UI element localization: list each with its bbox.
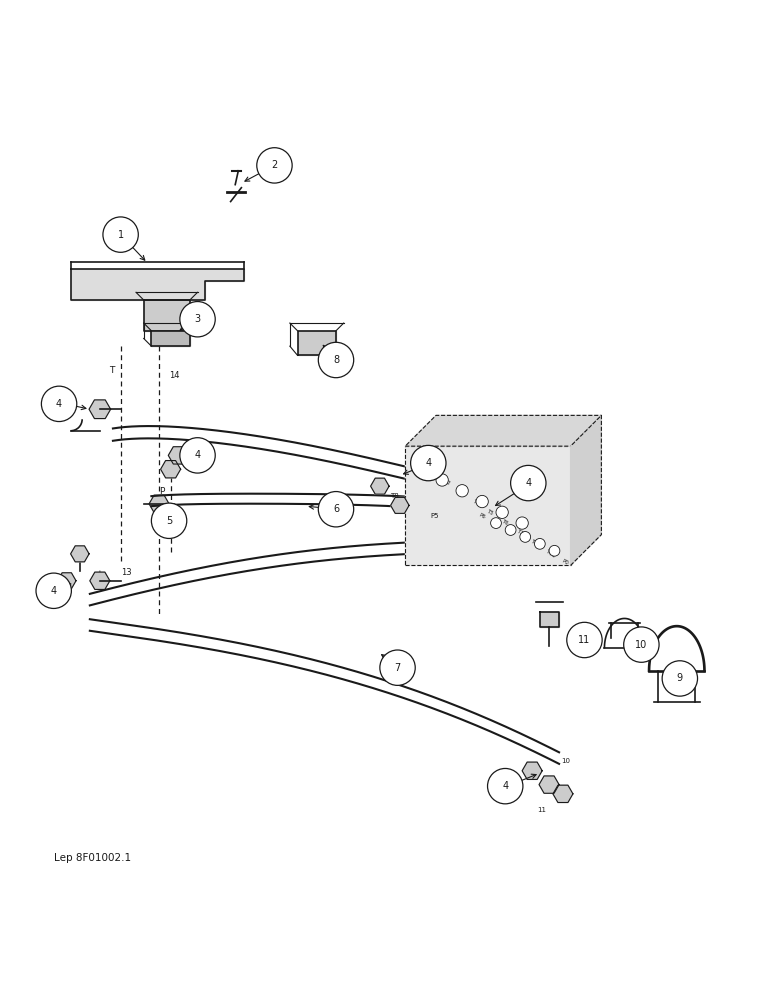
Circle shape bbox=[510, 465, 546, 501]
Circle shape bbox=[436, 474, 449, 486]
Text: 10: 10 bbox=[561, 758, 571, 764]
Text: 2: 2 bbox=[271, 160, 278, 170]
Text: P1: P1 bbox=[547, 551, 556, 559]
Text: T: T bbox=[109, 366, 114, 375]
Text: 9: 9 bbox=[677, 673, 683, 683]
Text: T2: T2 bbox=[442, 479, 450, 486]
Circle shape bbox=[456, 485, 469, 497]
Polygon shape bbox=[571, 415, 601, 565]
Circle shape bbox=[505, 525, 516, 535]
Text: 11: 11 bbox=[537, 807, 547, 813]
Polygon shape bbox=[90, 572, 110, 589]
Text: 1: 1 bbox=[117, 230, 124, 240]
Polygon shape bbox=[297, 331, 336, 355]
Text: 14: 14 bbox=[169, 371, 180, 380]
Text: T5: T5 bbox=[486, 509, 494, 516]
Text: T7: T7 bbox=[515, 529, 523, 536]
Text: P2: P2 bbox=[533, 543, 542, 551]
Text: Lep 8F01002.1: Lep 8F01002.1 bbox=[54, 853, 130, 863]
Polygon shape bbox=[405, 415, 601, 446]
Circle shape bbox=[180, 438, 215, 473]
Text: T8: T8 bbox=[530, 539, 538, 546]
Text: 10: 10 bbox=[635, 640, 648, 650]
Text: P5: P5 bbox=[431, 513, 439, 519]
Circle shape bbox=[520, 532, 530, 542]
Circle shape bbox=[491, 518, 501, 528]
Text: T4: T4 bbox=[472, 499, 479, 506]
Circle shape bbox=[103, 217, 138, 252]
Circle shape bbox=[496, 506, 508, 518]
Circle shape bbox=[516, 517, 528, 529]
Polygon shape bbox=[58, 573, 76, 589]
Circle shape bbox=[624, 627, 659, 662]
Polygon shape bbox=[149, 495, 169, 513]
Text: 4: 4 bbox=[525, 478, 531, 488]
Polygon shape bbox=[168, 447, 188, 464]
Text: T3: T3 bbox=[457, 489, 465, 496]
Circle shape bbox=[151, 503, 187, 538]
Polygon shape bbox=[540, 612, 559, 627]
Text: T6: T6 bbox=[500, 519, 509, 526]
Text: 4: 4 bbox=[502, 781, 508, 791]
Polygon shape bbox=[144, 300, 190, 331]
Text: 4: 4 bbox=[51, 586, 57, 596]
Polygon shape bbox=[89, 400, 110, 419]
Circle shape bbox=[257, 148, 292, 183]
Polygon shape bbox=[522, 762, 542, 779]
Text: 4: 4 bbox=[425, 458, 432, 468]
Text: P3: P3 bbox=[520, 536, 528, 543]
Polygon shape bbox=[70, 269, 244, 300]
Polygon shape bbox=[391, 497, 409, 513]
Circle shape bbox=[416, 463, 428, 475]
Circle shape bbox=[411, 445, 446, 481]
Circle shape bbox=[488, 768, 523, 804]
Circle shape bbox=[662, 661, 698, 696]
Text: T1: T1 bbox=[428, 469, 436, 476]
Circle shape bbox=[180, 302, 215, 337]
Text: P4: P4 bbox=[506, 528, 514, 536]
Circle shape bbox=[318, 492, 354, 527]
Circle shape bbox=[318, 342, 354, 378]
Circle shape bbox=[567, 622, 602, 658]
Text: T9: T9 bbox=[544, 549, 553, 556]
Text: 11: 11 bbox=[578, 635, 591, 645]
Circle shape bbox=[380, 650, 415, 685]
Polygon shape bbox=[151, 331, 190, 346]
Polygon shape bbox=[553, 785, 573, 803]
Circle shape bbox=[42, 386, 76, 422]
Text: P6: P6 bbox=[479, 513, 486, 520]
Polygon shape bbox=[70, 546, 89, 562]
Text: 13: 13 bbox=[120, 568, 131, 577]
Text: 6: 6 bbox=[333, 504, 339, 514]
Polygon shape bbox=[161, 461, 181, 478]
Text: P0: P0 bbox=[561, 559, 570, 566]
Circle shape bbox=[549, 545, 560, 556]
Polygon shape bbox=[49, 391, 69, 409]
Circle shape bbox=[476, 495, 489, 508]
Text: 7: 7 bbox=[394, 663, 401, 673]
Polygon shape bbox=[371, 478, 389, 494]
Text: 4: 4 bbox=[195, 450, 201, 460]
Polygon shape bbox=[405, 446, 571, 565]
Text: T8: T8 bbox=[390, 493, 398, 499]
Text: P5: P5 bbox=[493, 520, 500, 528]
Text: 8: 8 bbox=[333, 355, 339, 365]
Text: 3: 3 bbox=[195, 314, 201, 324]
Circle shape bbox=[534, 538, 545, 549]
Circle shape bbox=[36, 573, 71, 608]
Text: 5: 5 bbox=[166, 516, 172, 526]
Text: P: P bbox=[159, 487, 164, 496]
Text: T0: T0 bbox=[413, 459, 422, 466]
Polygon shape bbox=[539, 776, 559, 793]
Text: 4: 4 bbox=[56, 399, 62, 409]
